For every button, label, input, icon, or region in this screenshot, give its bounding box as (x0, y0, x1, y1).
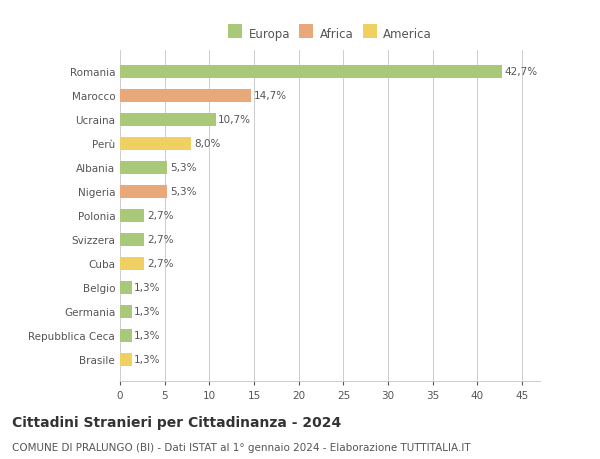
Bar (120, 209, 144, 222)
Bar (120, 281, 131, 294)
Bar (120, 185, 167, 198)
Text: 2,7%: 2,7% (147, 235, 173, 245)
Bar (120, 329, 131, 342)
Bar (120, 161, 167, 174)
Text: 1,3%: 1,3% (134, 283, 161, 292)
Text: 2,7%: 2,7% (147, 258, 173, 269)
Bar (120, 90, 251, 103)
Text: 1,3%: 1,3% (134, 354, 161, 364)
Text: 14,7%: 14,7% (254, 91, 287, 101)
Bar (120, 233, 144, 246)
Text: Cittadini Stranieri per Cittadinanza - 2024: Cittadini Stranieri per Cittadinanza - 2… (12, 415, 341, 429)
Bar (120, 257, 144, 270)
Bar (120, 137, 191, 151)
Legend: Europa, Africa, America: Europa, Africa, America (224, 23, 436, 46)
Bar (120, 353, 131, 366)
Text: 8,0%: 8,0% (194, 139, 221, 149)
Bar (120, 113, 215, 127)
Text: 1,3%: 1,3% (134, 330, 161, 341)
Text: 10,7%: 10,7% (218, 115, 251, 125)
Text: 5,3%: 5,3% (170, 163, 197, 173)
Text: 1,3%: 1,3% (134, 307, 161, 316)
Text: 42,7%: 42,7% (504, 67, 538, 77)
Text: 2,7%: 2,7% (147, 211, 173, 221)
Bar (120, 305, 131, 318)
Text: COMUNE DI PRALUNGO (BI) - Dati ISTAT al 1° gennaio 2024 - Elaborazione TUTTITALI: COMUNE DI PRALUNGO (BI) - Dati ISTAT al … (12, 442, 470, 452)
Bar (120, 66, 502, 78)
Text: 5,3%: 5,3% (170, 187, 197, 197)
